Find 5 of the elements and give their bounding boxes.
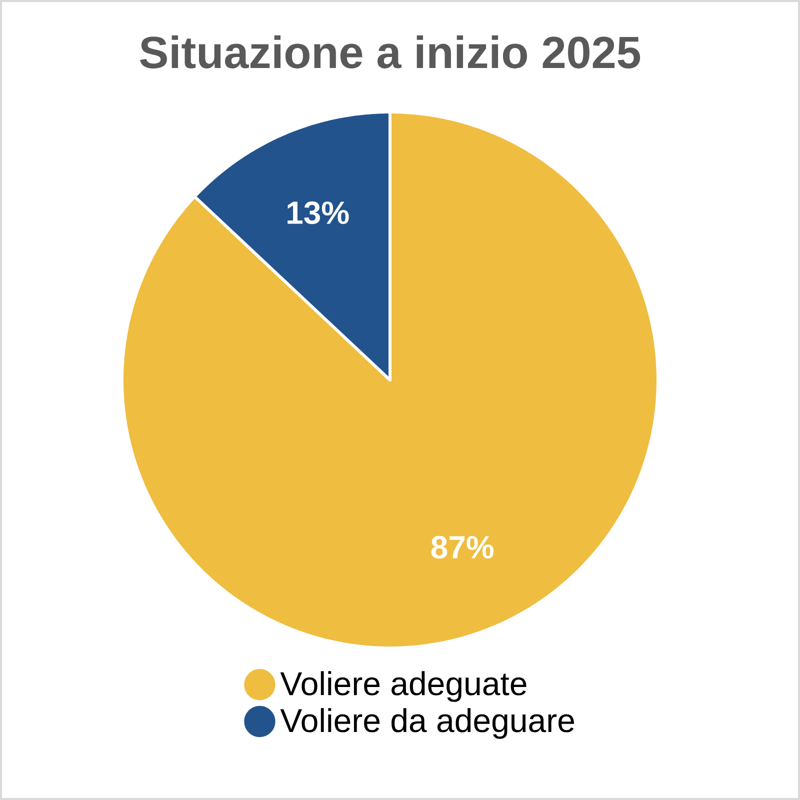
chart-title: Situazione a inizio 2025 — [140, 35, 640, 68]
data-label: 13% — [288, 201, 349, 224]
data-label: 87% — [431, 536, 494, 559]
legend-label: Voliere da adeguare — [280, 708, 574, 739]
legend-label: Voliere adeguate — [280, 671, 526, 702]
